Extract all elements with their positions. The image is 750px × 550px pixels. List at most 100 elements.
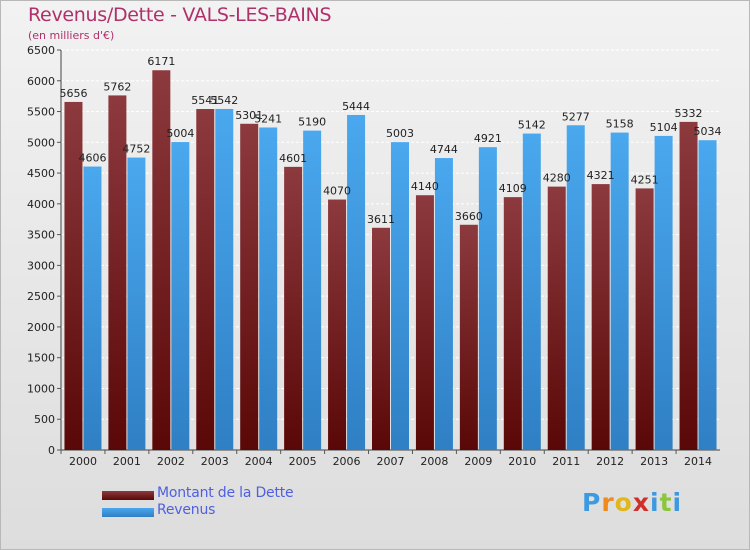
legend-label-revenus: Revenus bbox=[157, 502, 216, 518]
value-label-revenus: 4606 bbox=[78, 152, 106, 165]
y-tick-label: 3000 bbox=[27, 259, 55, 272]
bar-dette bbox=[679, 121, 698, 450]
x-tick-label: 2011 bbox=[552, 455, 580, 468]
logo-letter: i bbox=[672, 488, 683, 517]
value-label-dette: 4070 bbox=[323, 185, 351, 198]
bar-dette bbox=[196, 109, 215, 450]
bar-revenus bbox=[303, 130, 322, 450]
x-tick-label: 2012 bbox=[596, 455, 624, 468]
logo-letter: r bbox=[601, 488, 615, 517]
x-tick-label: 2010 bbox=[508, 455, 536, 468]
value-label-revenus: 5104 bbox=[650, 121, 678, 134]
bar-dette bbox=[503, 197, 522, 450]
value-label-dette: 5332 bbox=[675, 107, 703, 120]
value-label-revenus: 5190 bbox=[298, 116, 326, 129]
value-label-revenus: 5142 bbox=[518, 119, 546, 132]
bar-revenus bbox=[478, 147, 497, 450]
y-tick-label: 0 bbox=[48, 444, 55, 457]
x-tick-label: 2001 bbox=[113, 455, 141, 468]
proxiti-logo: Proxiti bbox=[582, 488, 682, 517]
bar-dette bbox=[64, 101, 83, 450]
value-label-dette: 4109 bbox=[499, 182, 527, 195]
y-tick-label: 6000 bbox=[27, 75, 55, 88]
value-label-revenus: 5158 bbox=[606, 118, 634, 131]
bar-revenus bbox=[566, 125, 585, 450]
bar-revenus bbox=[698, 140, 717, 450]
axes: 0 500 1000 1500 2000 2500 3000 3500 4000 4500 5000… bbox=[27, 44, 720, 468]
value-label-dette: 4601 bbox=[279, 152, 307, 165]
bar-revenus bbox=[610, 132, 629, 451]
y-tick-label: 4500 bbox=[27, 167, 55, 180]
legend-label-dette: Montant de la Dette bbox=[157, 485, 294, 501]
value-label-dette: 4280 bbox=[543, 172, 571, 185]
bar-revenus bbox=[654, 135, 673, 450]
x-tick-label: 2000 bbox=[69, 455, 97, 468]
legend-swatch-dette bbox=[102, 490, 154, 500]
value-label-dette: 4321 bbox=[587, 169, 615, 182]
bar-dette bbox=[328, 199, 347, 450]
bar-revenus bbox=[347, 114, 366, 450]
bar-revenus bbox=[259, 127, 278, 450]
y-tick-label: 2500 bbox=[27, 290, 55, 303]
bar-revenus bbox=[391, 142, 409, 450]
value-label-revenus: 5241 bbox=[254, 112, 282, 125]
x-tick-label: 2006 bbox=[333, 455, 361, 468]
bar-dette bbox=[635, 188, 654, 450]
x-tick-label: 2003 bbox=[201, 455, 229, 468]
bar-revenus bbox=[83, 166, 102, 451]
y-tick-label: 6500 bbox=[27, 44, 55, 57]
value-label-revenus: 5277 bbox=[562, 110, 590, 123]
x-tick-label: 2009 bbox=[464, 455, 492, 468]
x-tick-label: 2004 bbox=[245, 455, 273, 468]
value-label-dette: 5762 bbox=[103, 80, 131, 93]
bar-revenus bbox=[127, 157, 146, 451]
x-tick-label: 2008 bbox=[420, 455, 448, 468]
y-tick-label: 3500 bbox=[27, 229, 55, 242]
bar-dette bbox=[415, 195, 434, 450]
value-label-revenus: 4744 bbox=[430, 143, 458, 156]
bar-revenus bbox=[171, 142, 190, 451]
y-tick-label: 5000 bbox=[27, 136, 55, 149]
legend-item-dette: Montant de la Dette bbox=[102, 485, 294, 502]
value-label-revenus: 5003 bbox=[386, 127, 414, 140]
value-label-dette: 5541 bbox=[191, 94, 219, 107]
bar-revenus bbox=[522, 133, 541, 451]
value-label-dette: 4140 bbox=[411, 180, 439, 193]
chart-subtitle: (en milliers d'€) bbox=[28, 29, 115, 42]
y-tick-label: 4000 bbox=[27, 198, 55, 211]
logo-letter: t bbox=[659, 488, 673, 517]
y-tick-label: 500 bbox=[34, 413, 55, 426]
y-tick-label: 5500 bbox=[27, 106, 55, 119]
value-label-revenus: 4921 bbox=[474, 132, 502, 145]
logo-letter: x bbox=[632, 488, 650, 517]
x-tick-label: 2014 bbox=[684, 455, 712, 468]
bar-dette bbox=[240, 123, 259, 451]
bar-dette bbox=[152, 70, 171, 450]
y-tick-label: 1500 bbox=[27, 352, 55, 365]
value-label-revenus: 5004 bbox=[166, 127, 194, 140]
value-label-revenus: 5034 bbox=[694, 125, 722, 138]
value-label-revenus: 5542 bbox=[210, 94, 238, 107]
x-tick-label: 2002 bbox=[157, 455, 185, 468]
bar-dette bbox=[372, 227, 390, 450]
value-label-revenus: 5444 bbox=[342, 100, 370, 113]
value-label-dette: 4251 bbox=[631, 173, 659, 186]
x-tick-label: 2013 bbox=[640, 455, 668, 468]
logo-letter: i bbox=[650, 488, 660, 517]
x-tick-label: 2007 bbox=[377, 455, 405, 468]
value-label-dette: 3611 bbox=[367, 213, 395, 226]
logo-letter: o bbox=[614, 488, 633, 517]
x-tick-label: 2005 bbox=[289, 455, 317, 468]
y-tick-label: 2000 bbox=[27, 321, 55, 334]
bar-dette bbox=[459, 224, 478, 450]
y-tick-label: 1000 bbox=[27, 382, 55, 395]
logo-letter: P bbox=[582, 488, 602, 517]
value-label-dette: 3660 bbox=[455, 210, 483, 223]
value-label-dette: 5301 bbox=[235, 109, 263, 122]
bar-dette bbox=[284, 166, 303, 450]
bars bbox=[64, 70, 717, 451]
value-label-dette: 5656 bbox=[59, 87, 87, 100]
legend-item-revenus: Revenus bbox=[102, 502, 215, 519]
